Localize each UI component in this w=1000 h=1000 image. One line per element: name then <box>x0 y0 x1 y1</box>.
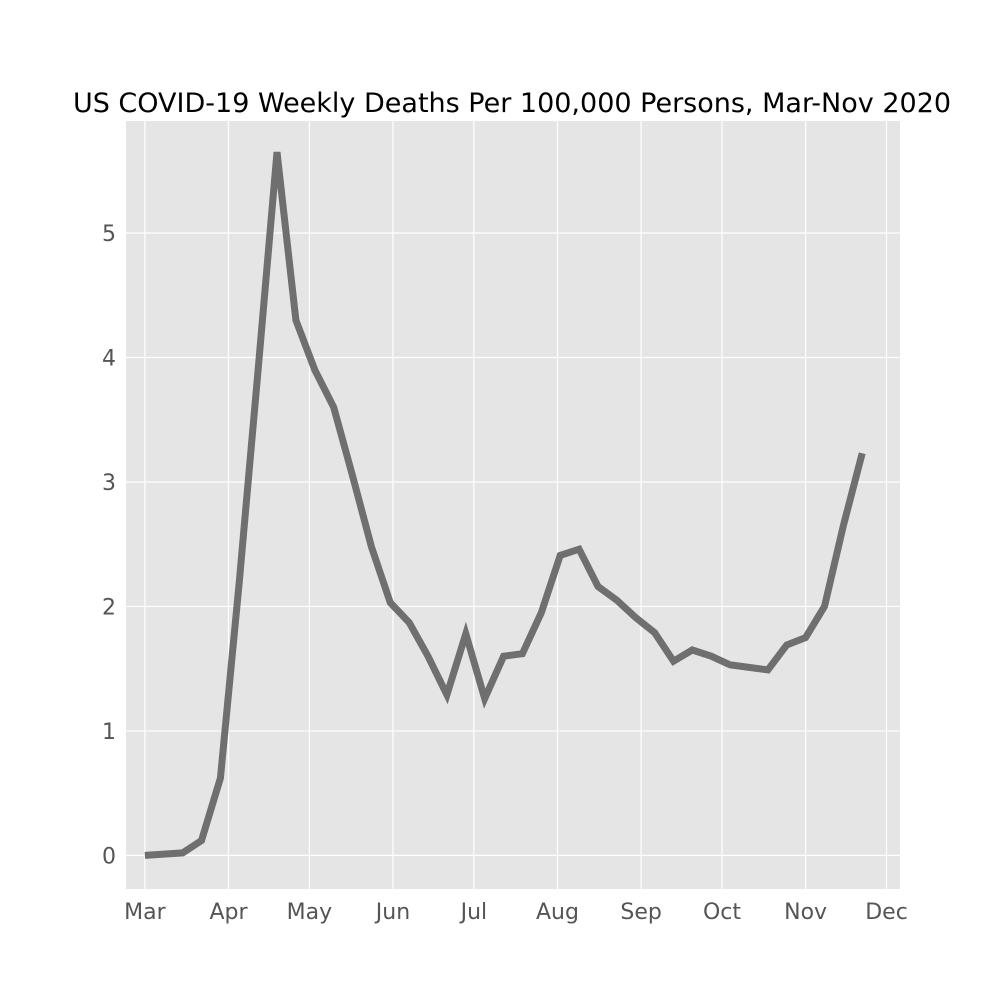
series-layer <box>141 149 866 859</box>
data-point <box>576 546 583 553</box>
data-point <box>708 653 715 660</box>
x-tick-label: Mar <box>124 900 166 925</box>
chart-title: US COVID-19 Weekly Deaths Per 100,000 Pe… <box>73 88 951 119</box>
y-tick-label: 5 <box>102 222 116 247</box>
series-line <box>144 151 866 859</box>
x-tick-label: Nov <box>784 900 827 925</box>
data-point <box>859 450 866 457</box>
data-point <box>500 653 507 660</box>
data-point <box>727 661 734 668</box>
data-point <box>613 597 620 604</box>
y-tick-label: 2 <box>102 595 116 620</box>
y-tick-label: 4 <box>102 346 116 371</box>
data-point <box>179 849 186 856</box>
y-tick-label: 0 <box>102 844 116 869</box>
data-point <box>406 619 413 626</box>
x-tick-label: Apr <box>209 900 248 925</box>
data-point <box>387 599 394 606</box>
y-tick-label: 1 <box>102 720 116 745</box>
x-tick-label: Oct <box>703 900 741 925</box>
x-tick-label: Jul <box>459 900 488 925</box>
data-point <box>519 650 526 657</box>
data-point <box>462 630 469 637</box>
data-point <box>783 642 790 649</box>
data-point <box>349 472 356 479</box>
data-point <box>330 404 337 411</box>
data-point <box>840 522 847 529</box>
x-axis-ticks: Mar Apr May Jun Jul Aug Sep Oct Nov Dec <box>124 900 908 925</box>
data-point <box>425 653 432 660</box>
data-point <box>255 366 262 373</box>
data-point <box>236 578 243 585</box>
grid-lines <box>126 121 900 889</box>
data-point <box>443 691 450 698</box>
data-point <box>481 695 488 702</box>
x-tick-label: Aug <box>536 900 579 925</box>
data-point <box>557 552 564 559</box>
x-tick-label: Dec <box>865 900 908 925</box>
data-point <box>160 851 167 858</box>
data-point <box>594 583 601 590</box>
y-axis-ticks: 0 1 2 3 4 5 <box>102 222 116 869</box>
plot-area <box>126 121 900 889</box>
data-point <box>632 614 639 621</box>
x-tick-label: May <box>287 900 332 925</box>
x-tick-label: Jun <box>374 900 410 925</box>
y-tick-label: 3 <box>102 471 116 496</box>
data-point <box>274 149 281 156</box>
data-point <box>670 658 677 665</box>
data-point <box>292 317 299 324</box>
x-tick-label: Sep <box>620 900 661 925</box>
data-point <box>141 852 148 859</box>
data-point <box>217 775 224 782</box>
data-point <box>368 543 375 550</box>
data-point <box>802 634 809 641</box>
data-point <box>538 609 545 616</box>
data-point <box>689 647 696 654</box>
data-point <box>821 603 828 610</box>
data-point <box>311 366 318 373</box>
data-point <box>651 629 658 636</box>
data-point <box>764 666 771 673</box>
data-point <box>745 664 752 671</box>
data-point <box>198 837 205 844</box>
